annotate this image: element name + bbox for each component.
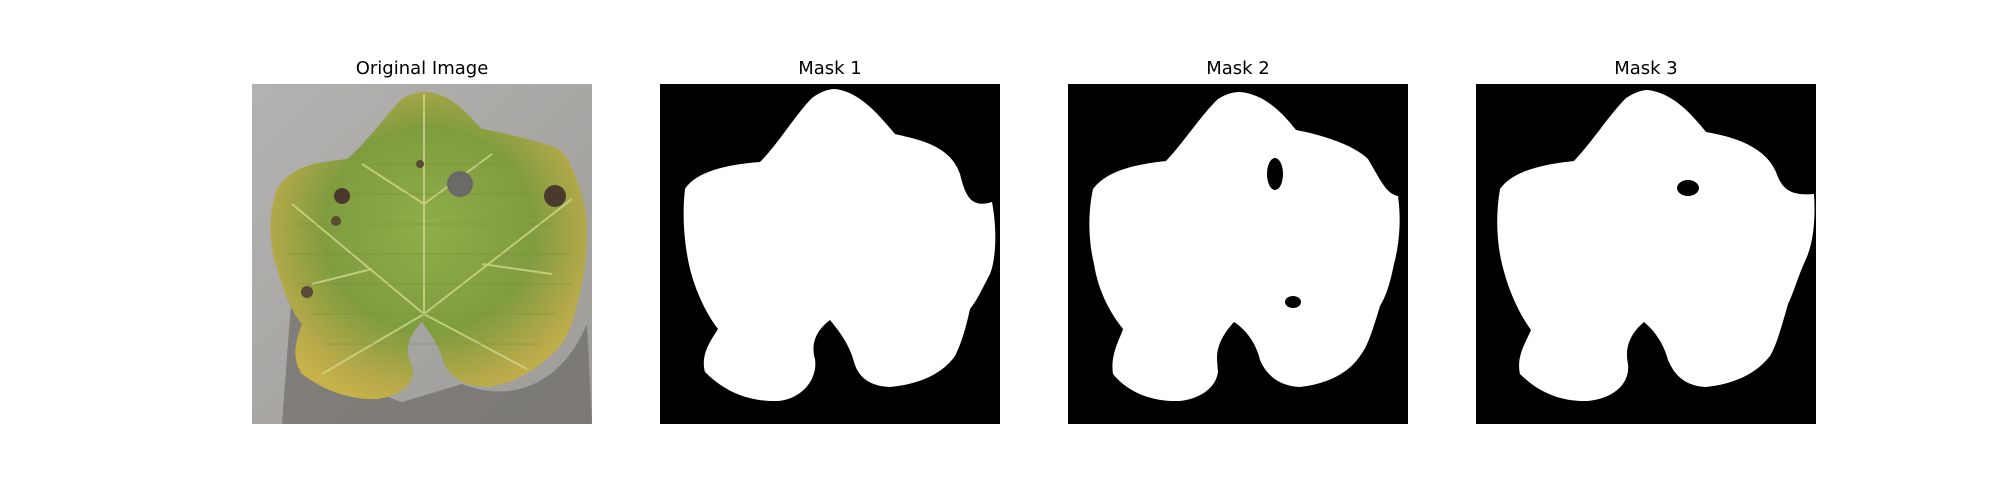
mask-3-image (1476, 84, 1816, 424)
panel-title-mask-3: Mask 3 (1614, 58, 1678, 79)
mask-2-region (1089, 92, 1400, 402)
panel-mask-2: Mask 2 (1068, 0, 1408, 500)
panel-mask-1: Mask 1 (660, 0, 1000, 500)
leaf-photo (252, 84, 592, 424)
mask-1-region (683, 89, 996, 402)
mask-1 (660, 84, 1000, 424)
leaf-shape (270, 92, 588, 400)
panel-title-mask-2: Mask 2 (1206, 58, 1270, 79)
mask-1-image (660, 84, 1000, 424)
mask-3 (1476, 84, 1816, 424)
panel-original-image: Original Image (252, 0, 592, 500)
original-image (252, 84, 592, 424)
panel-mask-3: Mask 3 (1476, 0, 1816, 500)
panel-title-mask-1: Mask 1 (798, 58, 862, 79)
panel-title-original: Original Image (355, 58, 489, 79)
mask-3-region (1497, 90, 1815, 402)
lesion-spot (334, 188, 350, 204)
mask-2-image (1068, 84, 1408, 424)
mask-2 (1068, 84, 1408, 424)
